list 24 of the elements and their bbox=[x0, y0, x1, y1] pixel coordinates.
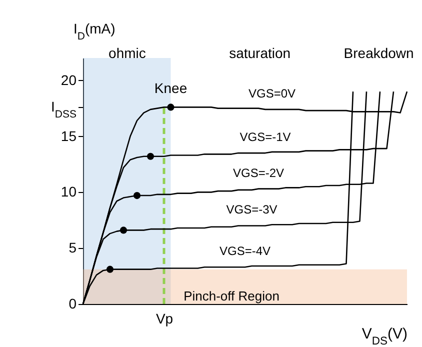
annotation: Breakdown bbox=[344, 45, 414, 61]
series-label: VGS=0V bbox=[248, 86, 296, 100]
point bbox=[120, 226, 128, 234]
point bbox=[146, 152, 154, 160]
series-label: VGS=-1V bbox=[240, 130, 291, 144]
y-tick-label: 5 bbox=[68, 240, 77, 256]
y-tick-label: 10 bbox=[60, 184, 77, 200]
annotation: ohmic bbox=[108, 45, 146, 61]
point bbox=[133, 192, 141, 200]
y-tick-label: I$_{DSS}$ bbox=[51, 98, 76, 121]
x-axis-title: V$_{DS}$(V) bbox=[362, 326, 408, 347]
y-tick-label: 0 bbox=[68, 296, 77, 312]
annotation: Knee bbox=[154, 80, 188, 96]
series-label: VGS=-2V bbox=[232, 166, 284, 180]
y-axis-title: I$_{D}$(mA) bbox=[74, 20, 116, 42]
point bbox=[167, 104, 174, 111]
annotation: saturation bbox=[229, 45, 291, 61]
y-tick-label: 20 bbox=[60, 72, 77, 88]
point bbox=[106, 266, 114, 273]
y-tick-label: 15 bbox=[60, 128, 77, 144]
series-label: VGS=-3V bbox=[226, 202, 278, 217]
band-label: Pinch-off Region bbox=[184, 288, 280, 304]
x-tick-label: Vp bbox=[156, 310, 174, 326]
series-label: VGS=-4V bbox=[219, 244, 271, 258]
